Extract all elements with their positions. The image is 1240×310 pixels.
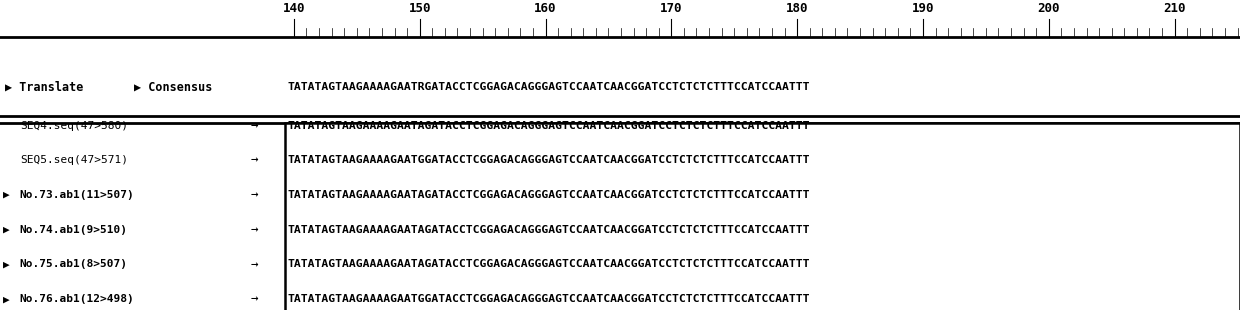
Text: TATATAGTAAGAAAAGAATRGATACCTCGGAGACAGGGAGTCCAATCAACGGATCCTCTCTCTTTCCATCCAATTT: TATATAGTAAGAAAAGAATRGATACCTCGGAGACAGGGAG… [288, 82, 810, 92]
Text: 170: 170 [660, 2, 682, 16]
Text: ▶: ▶ [2, 225, 9, 235]
Text: TATATAGTAAGAAAAGAATAGATACCTCGGAGACAGGGAGTCCAATCAACGGATCCTCTCTCTTTCCATCCAATTT: TATATAGTAAGAAAAGAATAGATACCTCGGAGACAGGGAG… [288, 190, 810, 200]
Text: 200: 200 [1038, 2, 1060, 16]
Text: →: → [250, 188, 258, 202]
Text: ▶: ▶ [2, 259, 9, 269]
Text: 150: 150 [408, 2, 432, 16]
Text: ▶: ▶ [2, 190, 9, 200]
Text: →: → [250, 223, 258, 236]
Text: No.75.ab1(8>507): No.75.ab1(8>507) [20, 259, 128, 269]
Text: 140: 140 [283, 2, 305, 16]
Text: →: → [250, 293, 258, 306]
Text: ▶: ▶ [2, 294, 9, 304]
Text: 160: 160 [534, 2, 557, 16]
Text: TATATAGTAAGAAAAGAATAGATACCTCGGAGACAGGGAGTCCAATCAACGGATCCTCTCTCTTTCCATCCAATTT: TATATAGTAAGAAAAGAATAGATACCTCGGAGACAGGGAG… [288, 225, 810, 235]
Text: →: → [250, 119, 258, 132]
Text: →: → [250, 258, 258, 271]
FancyBboxPatch shape [285, 123, 1240, 310]
Text: ▶ Translate: ▶ Translate [5, 80, 83, 93]
Text: TATATAGTAAGAAAAGAATGGATACCTCGGAGACAGGGAGTCCAATCAACGGATCCTCTCTCTTTCCATCCAATTT: TATATAGTAAGAAAAGAATGGATACCTCGGAGACAGGGAG… [288, 155, 810, 165]
Text: TATATAGTAAGAAAAGAATGGATACCTCGGAGACAGGGAGTCCAATCAACGGATCCTCTCTCTTTCCATCCAATTT: TATATAGTAAGAAAAGAATGGATACCTCGGAGACAGGGAG… [288, 294, 810, 304]
Text: No.74.ab1(9>510): No.74.ab1(9>510) [20, 225, 128, 235]
Text: 180: 180 [786, 2, 808, 16]
Text: TATATAGTAAGAAAAGAATAGATACCTCGGAGACAGGGAGTCCAATCAACGGATCCTCTCTCTTTCCATCCAATTT: TATATAGTAAGAAAAGAATAGATACCTCGGAGACAGGGAG… [288, 121, 810, 131]
Text: →: → [250, 154, 258, 167]
Text: 210: 210 [1163, 2, 1185, 16]
Text: No.76.ab1(12>498): No.76.ab1(12>498) [20, 294, 135, 304]
Text: TATATAGTAAGAAAAGAATAGATACCTCGGAGACAGGGAGTCCAATCAACGGATCCTCTCTCTTTCCATCCAATTT: TATATAGTAAGAAAAGAATAGATACCTCGGAGACAGGGAG… [288, 259, 810, 269]
Text: SEQ4.seq(47>580): SEQ4.seq(47>580) [20, 121, 128, 131]
Text: 190: 190 [911, 2, 934, 16]
Text: No.73.ab1(11>507): No.73.ab1(11>507) [20, 190, 135, 200]
Text: ▶ Consensus: ▶ Consensus [134, 80, 212, 93]
Text: SEQ5.seq(47>571): SEQ5.seq(47>571) [20, 155, 128, 165]
